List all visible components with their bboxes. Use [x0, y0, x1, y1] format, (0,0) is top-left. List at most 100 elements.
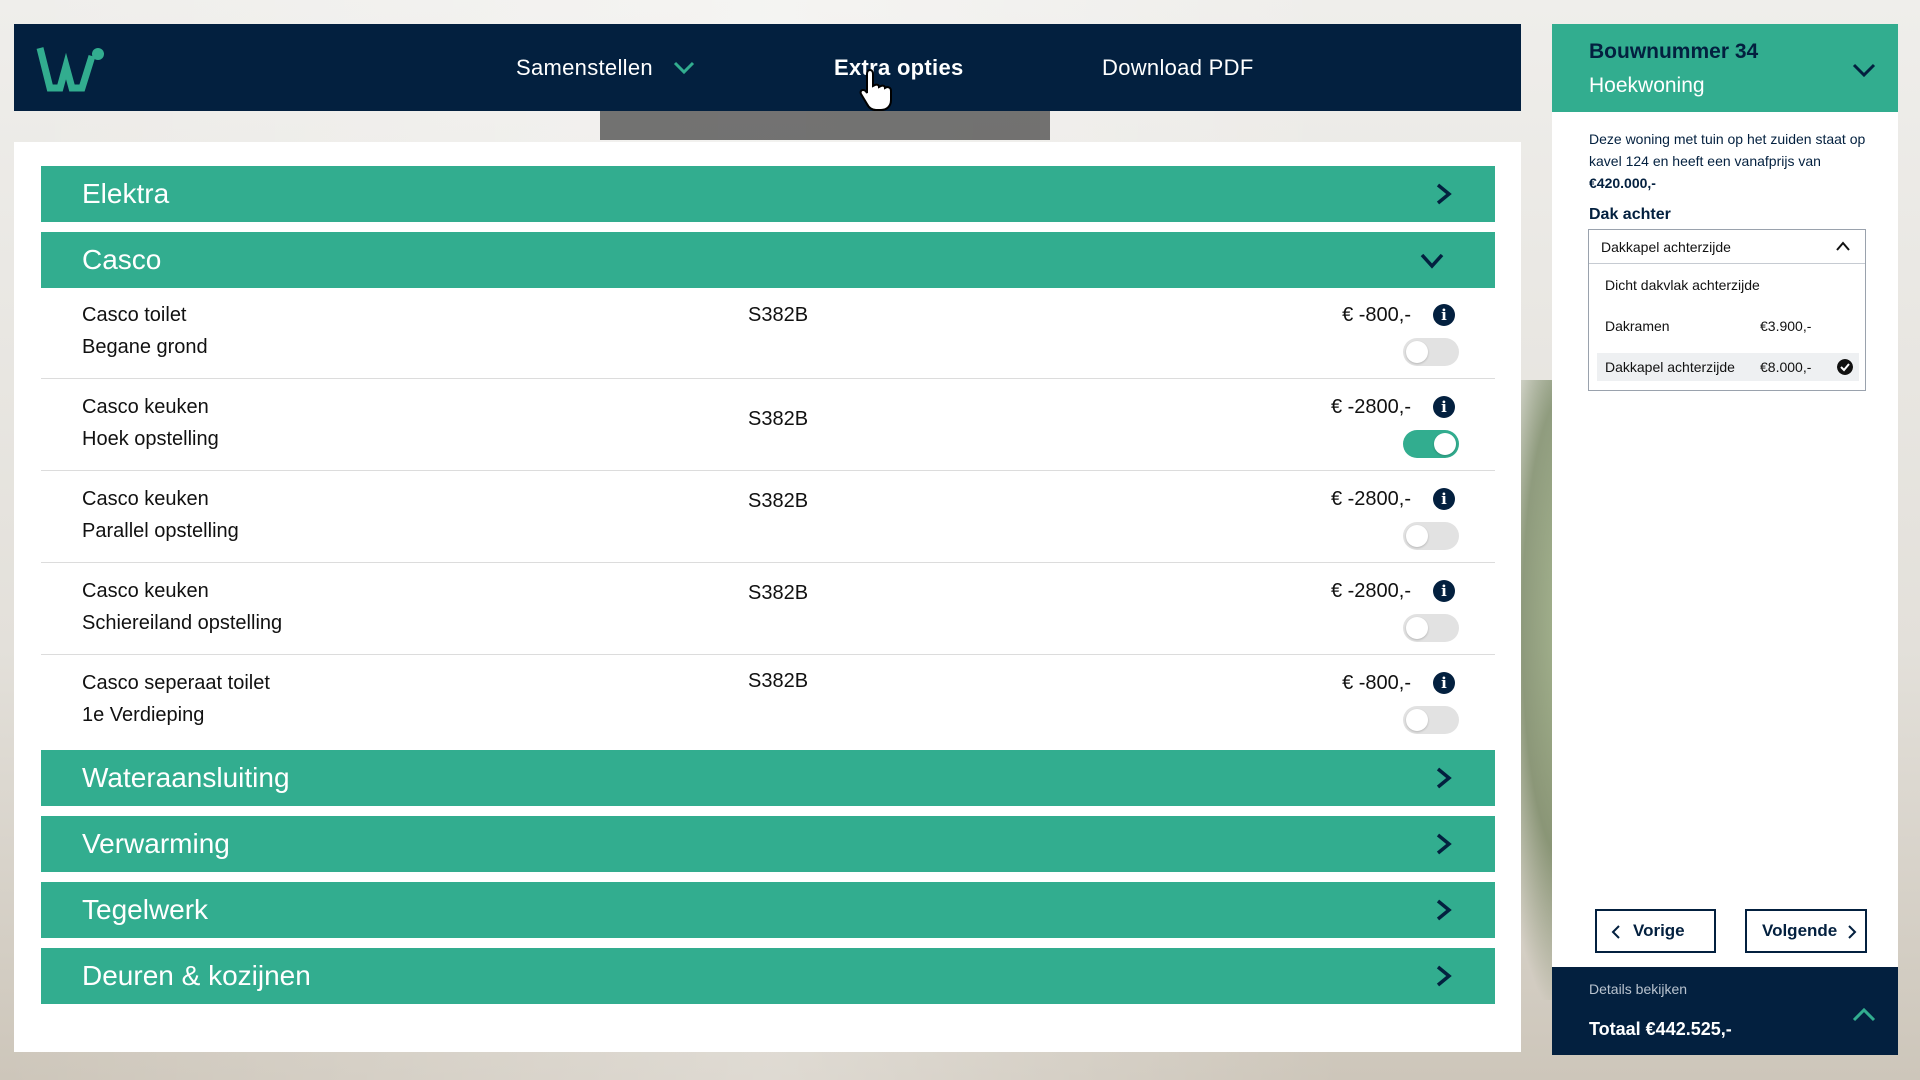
section-elektra-label: Elektra — [82, 178, 170, 209]
option-title: Casco toilet — [82, 304, 187, 326]
toggle-knob — [1434, 433, 1456, 455]
option-subtitle: 1e Verdieping — [82, 704, 205, 726]
nav-samenstellen-label: Samenstellen — [516, 54, 653, 80]
option-subtitle: Begane grond — [82, 336, 208, 358]
nav-extra-opties[interactable]: Extra opties — [834, 24, 964, 111]
chevron-down-icon — [673, 61, 694, 74]
chevron-right-icon — [1436, 833, 1452, 855]
toggle-knob — [1406, 525, 1428, 547]
next-button-label: Volgende — [1762, 921, 1838, 940]
section-tegelwerk-label: Tegelwerk — [82, 894, 209, 925]
sidebar-header[interactable]: Bouwnummer 34 Hoekwoning — [1552, 24, 1898, 112]
chevron-right-icon — [1436, 965, 1452, 987]
info-icon[interactable]: i — [1433, 304, 1455, 326]
section-casco[interactable]: Casco — [41, 232, 1495, 288]
next-button[interactable]: Volgende — [1745, 909, 1867, 953]
section-deuren-kozijnen[interactable]: Deuren & kozijnen — [41, 948, 1495, 1004]
chevron-left-icon — [1611, 925, 1620, 939]
chevron-right-icon — [1436, 183, 1452, 205]
option-row: Casco keuken Parallel opstelling S382B €… — [41, 472, 1495, 563]
option-title: Casco keuken — [82, 488, 209, 510]
summary-sidebar: Bouwnummer 34 Hoekwoning Deze woning met… — [1552, 24, 1898, 1055]
description-text: Deze woning met tuin op het zuiden staat… — [1589, 131, 1866, 169]
option-price: € -800,- — [1342, 304, 1411, 326]
option-code: S382B — [748, 490, 809, 512]
option-title: Casco seperaat toilet — [82, 672, 270, 694]
chevron-down-icon — [1420, 253, 1444, 269]
option-title: Casco keuken — [82, 396, 209, 418]
previous-button-label: Vorige — [1633, 921, 1685, 940]
option-toggle[interactable] — [1403, 430, 1459, 458]
option-toggle[interactable] — [1403, 522, 1459, 550]
nav-download-pdf-label: Download PDF — [1102, 54, 1254, 80]
option-label: Dicht dakvlak achterzijde — [1605, 277, 1760, 293]
option-row: Casco toilet Begane grond S382B € -800,-… — [41, 288, 1495, 379]
option-subtitle: Parallel opstelling — [82, 520, 239, 542]
dak-achter-dropdown[interactable]: Dakkapel achterzijde Dicht dakvlak achte… — [1588, 229, 1866, 391]
nav-samenstellen[interactable]: Samenstellen — [516, 24, 695, 111]
previous-button[interactable]: Vorige — [1595, 909, 1716, 953]
chevron-up-icon — [1836, 241, 1850, 251]
toggle-knob — [1406, 709, 1428, 731]
top-navigation: Samenstellen Extra opties Download PDF — [14, 24, 1521, 111]
dropdown-option[interactable]: Dicht dakvlak achterzijde — [1597, 271, 1859, 299]
sidebar-footer[interactable]: Details bekijken Totaal €442.525,- — [1552, 967, 1898, 1055]
section-deuren-kozijnen-label: Deuren & kozijnen — [82, 960, 311, 991]
logo-icon[interactable] — [36, 44, 106, 92]
option-toggle[interactable] — [1403, 338, 1459, 366]
checkmark-icon — [1837, 359, 1853, 375]
section-tegelwerk[interactable]: Tegelwerk — [41, 882, 1495, 938]
chevron-down-icon — [1852, 63, 1876, 78]
nav-extra-opties-label: Extra opties — [834, 54, 964, 80]
option-subtitle: Schiereiland opstelling — [82, 612, 283, 634]
option-label: Dakramen — [1605, 318, 1670, 334]
option-price: €8.000,- — [1760, 359, 1812, 375]
hand-cursor-icon — [859, 68, 892, 111]
section-elektra[interactable]: Elektra — [41, 166, 1495, 222]
option-row: Casco seperaat toilet 1e Verdieping S382… — [41, 656, 1495, 747]
background-beam — [600, 110, 1050, 140]
section-casco-label: Casco — [82, 244, 162, 275]
chevron-right-icon — [1436, 767, 1452, 789]
house-type: Hoekwoning — [1589, 74, 1705, 97]
option-subtitle: Hoek opstelling — [82, 428, 219, 450]
option-title: Casco keuken — [82, 580, 209, 602]
option-code: S382B — [748, 304, 809, 326]
info-icon[interactable]: i — [1433, 396, 1455, 418]
option-toggle[interactable] — [1403, 614, 1459, 642]
option-price: €3.900,- — [1760, 318, 1812, 334]
total-price: Totaal €442.525,- — [1589, 1019, 1732, 1039]
option-code: S382B — [748, 670, 809, 692]
option-price: € -2800,- — [1330, 580, 1411, 602]
chevron-right-icon — [1436, 899, 1452, 921]
section-wateraansluiting-label: Wateraansluiting — [82, 762, 290, 793]
option-price: € -800,- — [1342, 672, 1411, 694]
dropdown-option-selected[interactable]: Dakkapel achterzijde €8.000,- — [1597, 353, 1859, 381]
dropdown-selected[interactable]: Dakkapel achterzijde — [1589, 230, 1865, 264]
description-price: €420.000,- — [1589, 175, 1656, 191]
option-code: S382B — [748, 408, 809, 430]
house-number: Bouwnummer 34 — [1589, 40, 1759, 63]
info-icon[interactable]: i — [1433, 672, 1455, 694]
option-row: Casco keuken Schiereiland opstelling S38… — [41, 564, 1495, 655]
option-price: € -2800,- — [1330, 488, 1411, 510]
nav-download-pdf[interactable]: Download PDF — [1102, 24, 1254, 111]
info-icon[interactable]: i — [1433, 488, 1455, 510]
details-link[interactable]: Details bekijken — [1589, 981, 1688, 997]
option-toggle[interactable] — [1403, 706, 1459, 734]
section-verwarming-label: Verwarming — [82, 828, 230, 859]
dak-achter-label: Dak achter — [1589, 206, 1671, 223]
toggle-knob — [1406, 341, 1428, 363]
option-label: Dakkapel achterzijde — [1605, 359, 1735, 375]
options-panel: Elektra Casco Casco toilet Begane grond … — [14, 142, 1521, 1052]
toggle-knob — [1406, 617, 1428, 639]
option-row: Casco keuken Hoek opstelling S382B € -28… — [41, 380, 1495, 471]
dropdown-option[interactable]: Dakramen €3.900,- — [1597, 312, 1859, 340]
section-wateraansluiting[interactable]: Wateraansluiting — [41, 750, 1495, 806]
info-icon[interactable]: i — [1433, 580, 1455, 602]
section-verwarming[interactable]: Verwarming — [41, 816, 1495, 872]
chevron-up-icon — [1852, 1007, 1876, 1022]
option-code: S382B — [748, 582, 809, 604]
house-description: Deze woning met tuin op het zuiden staat… — [1589, 128, 1869, 194]
chevron-right-icon — [1848, 925, 1857, 939]
